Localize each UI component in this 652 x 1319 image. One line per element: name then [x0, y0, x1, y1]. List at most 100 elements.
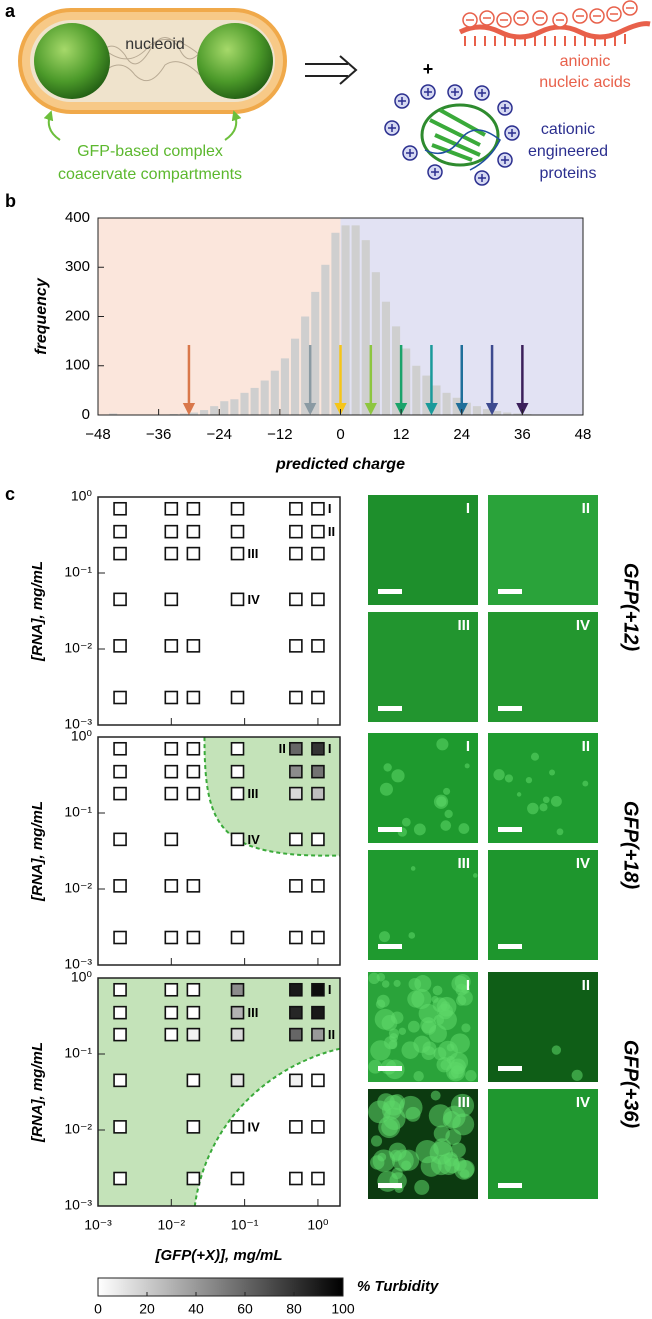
turbidity-square — [186, 1073, 201, 1088]
turbidity-square — [164, 690, 179, 705]
droplet — [368, 972, 380, 985]
droplet — [378, 931, 391, 943]
turbidity-square — [186, 1120, 201, 1134]
turbidity-square — [230, 930, 245, 945]
y-tick-label: 300 — [65, 258, 90, 275]
droplet — [393, 979, 401, 987]
turbidity-square — [230, 501, 245, 516]
bar — [321, 264, 330, 415]
point-label: IV — [248, 832, 261, 847]
x-tick-label: −12 — [267, 426, 292, 443]
turbidity-square — [164, 764, 179, 779]
micrograph: IV — [488, 612, 598, 722]
turbidity-square — [113, 501, 127, 516]
droplet — [376, 994, 390, 1008]
droplet — [465, 1070, 477, 1082]
point-label: II — [328, 1027, 335, 1042]
micrograph-image — [368, 495, 478, 605]
nucleic-acid-label: anionic — [560, 53, 611, 70]
turbidity-square — [230, 592, 245, 607]
scale-bar — [378, 827, 402, 832]
y-tick-label: 10⁰ — [71, 728, 93, 744]
turbidity-square — [113, 1171, 127, 1186]
scale-bar — [498, 1066, 522, 1071]
plot-frame — [97, 496, 341, 726]
colorbar-tick-label: 0 — [94, 1301, 102, 1317]
turbidity-square — [186, 1005, 201, 1020]
droplet — [383, 1094, 405, 1116]
turbidity-square — [186, 741, 201, 756]
turbidity-square — [186, 786, 201, 801]
micrograph: IV — [488, 1089, 598, 1199]
bar — [220, 401, 229, 415]
bar — [109, 413, 118, 415]
micrograph: III — [368, 850, 478, 960]
turbidity-square — [164, 1005, 179, 1020]
turbidity-square — [311, 592, 325, 607]
point-label: I — [328, 741, 332, 756]
droplet — [383, 763, 392, 772]
y-tick-label: 10⁻³ — [64, 716, 92, 732]
colorbar-tick-label: 80 — [286, 1301, 302, 1317]
turbidity-square — [164, 879, 179, 893]
bar — [260, 380, 269, 415]
droplet — [458, 823, 470, 834]
micrograph-label: I — [466, 738, 470, 755]
y-tick-label: 10⁰ — [71, 488, 93, 504]
micrograph: I — [368, 495, 478, 605]
droplet — [452, 1113, 475, 1136]
turbidity-square — [311, 741, 325, 756]
droplet — [374, 1008, 396, 1030]
turbidity-square — [186, 639, 201, 653]
turbidity-square — [311, 879, 325, 893]
droplet — [527, 802, 539, 815]
x-tick-label: 10⁰ — [307, 1217, 329, 1233]
turbidity-square — [164, 982, 179, 997]
turbidity-square — [113, 741, 127, 756]
point-label: II — [328, 524, 335, 539]
turbidity-square — [113, 879, 127, 893]
micrograph: II — [488, 733, 598, 843]
nucleoid-label: nucleoid — [125, 36, 185, 53]
point-label: I — [328, 501, 332, 516]
panel-label: c — [5, 484, 15, 504]
droplet — [464, 763, 470, 769]
droplet — [429, 1141, 454, 1165]
micrograph-image — [488, 733, 598, 843]
turbidity-square — [164, 786, 179, 801]
y-tick-label: 10⁻³ — [64, 956, 92, 972]
micrograph-image — [488, 495, 598, 605]
turbidity-square — [311, 1027, 325, 1042]
turbidity-square — [230, 1171, 245, 1186]
turbidity-square — [164, 546, 179, 561]
turbidity-square — [186, 690, 201, 705]
point-label: III — [248, 1005, 259, 1020]
bar — [341, 225, 350, 415]
compartment-label: coacervate compartments — [58, 166, 242, 183]
bar — [200, 410, 209, 415]
turbidity-square — [230, 1120, 245, 1134]
x-axis-label: [GFP(+X)], mg/mL — [154, 1247, 282, 1264]
bar — [371, 272, 380, 415]
droplet — [433, 1014, 445, 1026]
droplet — [411, 988, 432, 1010]
droplet — [440, 1001, 451, 1011]
droplet — [451, 975, 469, 993]
turbidity-square — [164, 592, 179, 607]
turbidity-square — [230, 982, 245, 997]
turbidity-square — [289, 501, 303, 516]
turbidity-square — [311, 1171, 325, 1186]
droplet — [401, 817, 411, 827]
droplet — [456, 1160, 475, 1178]
turbidity-square — [289, 1073, 303, 1088]
droplet — [408, 977, 422, 991]
droplet — [436, 1056, 452, 1073]
micrograph-image — [368, 612, 478, 722]
turbidity-square — [289, 764, 303, 779]
colorbar-label: % Turbidity — [357, 1278, 439, 1295]
micrograph-image — [488, 972, 598, 1082]
turbidity-square — [230, 524, 245, 539]
bar — [472, 406, 481, 415]
micrograph-image — [488, 612, 598, 722]
turbidity-square — [230, 741, 245, 756]
